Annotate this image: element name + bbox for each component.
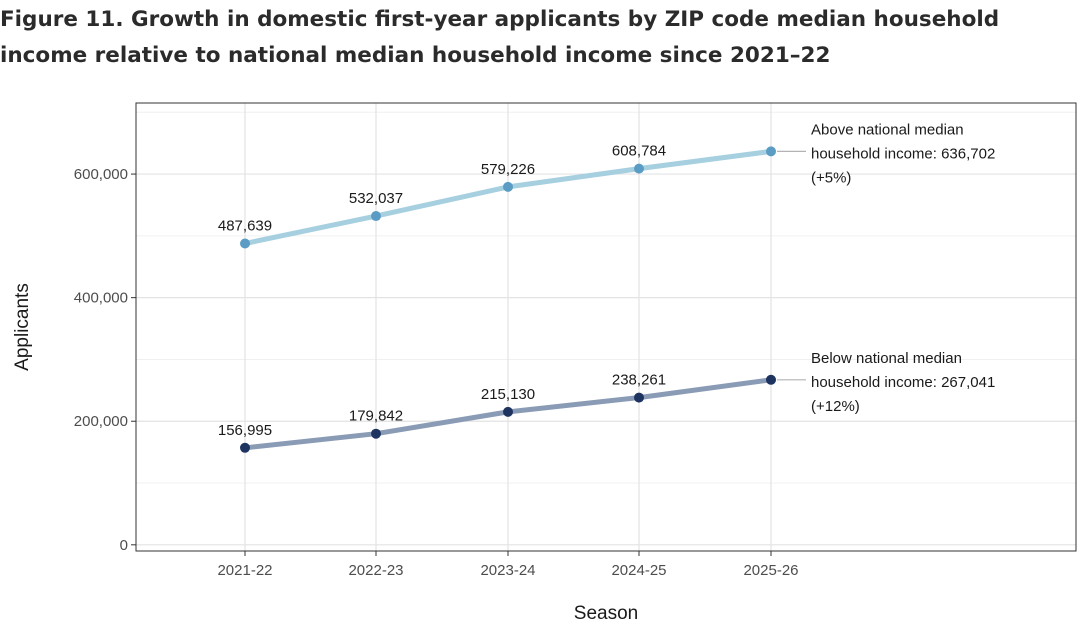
y-axis-title: Applicants [12, 283, 33, 371]
series-0: 487,639 532,037 579,226 608,784 [218, 143, 776, 249]
chart-title: Figure 11. Growth in domestic first-year… [0, 2, 1070, 74]
x-tick-label: 2022-23 [348, 562, 403, 579]
data-label: 215,130 [481, 386, 535, 403]
data-point [634, 392, 644, 403]
annotation-text: (+12%) [811, 398, 860, 415]
data-label: 179,842 [349, 408, 403, 425]
grid-lines [136, 103, 1076, 551]
data-label: 156,995 [218, 422, 272, 439]
data-label: 608,784 [612, 143, 666, 160]
data-point [503, 406, 513, 417]
data-label: 579,226 [481, 161, 535, 178]
data-label: 487,639 [218, 217, 272, 234]
y-axis: 0 200,000 400,000 600,000 [74, 166, 136, 554]
data-point [503, 181, 513, 192]
x-tick-label: 2021-22 [217, 562, 272, 579]
data-point [371, 211, 381, 222]
data-point [240, 238, 250, 249]
annotation-text: Below national median [811, 350, 962, 367]
y-tick-label: 200,000 [74, 413, 128, 430]
chart-title-line-2: income relative to national median house… [0, 43, 831, 68]
annotation-text: Above national median [811, 121, 964, 138]
x-tick-label: 2024-25 [611, 562, 666, 579]
y-tick-label: 0 [120, 537, 128, 554]
data-point [766, 374, 776, 385]
data-point [240, 442, 250, 453]
annotations-group: Above national median household income: 6… [777, 121, 995, 415]
plot-panel-border [135, 102, 1077, 552]
data-label: 532,037 [349, 190, 403, 207]
annotation-text: (+5%) [811, 169, 851, 186]
x-axis-title: Season [574, 603, 638, 624]
data-point [371, 428, 381, 439]
x-tick-label: 2025-26 [743, 562, 798, 579]
y-tick-label: 400,000 [74, 290, 128, 307]
data-point [634, 163, 644, 174]
data-point [766, 146, 776, 157]
x-axis: 2021-22 2022-23 2023-24 2024-25 2025-26 [217, 551, 799, 579]
data-label: 238,261 [612, 372, 666, 389]
x-tick-label: 2023-24 [480, 562, 535, 579]
annotation-text: household income: 267,041 [811, 374, 995, 391]
y-tick-label: 600,000 [74, 166, 128, 183]
annotation-text: household income: 636,702 [811, 145, 995, 162]
series-1: 156,995 179,842 215,130 238,261 [218, 372, 776, 453]
chart-title-line-1: Figure 11. Growth in domestic first-year… [0, 7, 1000, 32]
series-group: 487,639 532,037 579,226 608,784 156,995 179,8… [218, 143, 776, 453]
